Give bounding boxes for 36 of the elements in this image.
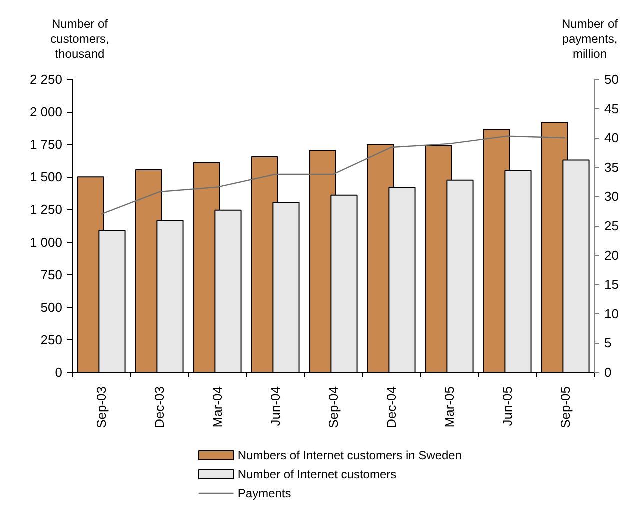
y2-tick-label: 45: [604, 101, 619, 116]
y-axis-title: Number of customers, thousand: [50, 17, 110, 62]
x-tick-label: Sep-05: [558, 386, 573, 428]
y2-tick-label: 35: [604, 160, 619, 175]
y-tick-label: 1 500: [30, 170, 63, 185]
y2-tick-label: 5: [604, 336, 612, 351]
y-tick-label: 1 250: [30, 202, 63, 218]
y2-tick-label: 25: [604, 218, 619, 234]
x-tick-label: Dec-04: [384, 386, 399, 428]
y2-tick-label: 10: [604, 306, 619, 322]
y2-tick-label: 0: [604, 365, 612, 380]
y-tick-label: 2 250: [30, 72, 63, 87]
y2-tick-label: 30: [604, 189, 619, 204]
x-tick-label: Mar-04: [210, 386, 225, 428]
x-tick-label: Dec-03: [152, 386, 167, 428]
legend-label: Numbers of Internet customers in Sweden: [238, 448, 462, 462]
y-tick-label: 500: [40, 300, 63, 315]
legend-label: Payments: [238, 486, 292, 500]
y-tick-label: 250: [40, 332, 63, 348]
y-tick-label: 0: [55, 365, 63, 380]
y2-axis-title: Number of payments, million: [560, 17, 620, 62]
x-tick-label: Sep-04: [326, 386, 341, 428]
y2-tick-label: 50: [604, 72, 619, 87]
x-tick-label: Sep-03: [94, 386, 109, 428]
x-tick-label: Jun-04: [268, 386, 283, 426]
y-tick-label: 1 750: [30, 137, 63, 152]
y-tick-label: 750: [40, 267, 63, 282]
y-tick-label: 2 000: [30, 104, 63, 120]
y2-tick-label: 40: [604, 130, 619, 146]
x-tick-label: Mar-05: [442, 386, 457, 428]
line-series: [100, 136, 566, 215]
x-tick-label: Jun-05: [500, 386, 515, 426]
legend-label: Number of Internet customers: [238, 468, 397, 482]
y2-tick-label: 15: [604, 277, 619, 292]
y2-tick-label: 20: [604, 248, 619, 263]
y-tick-label: 1 000: [30, 234, 63, 250]
